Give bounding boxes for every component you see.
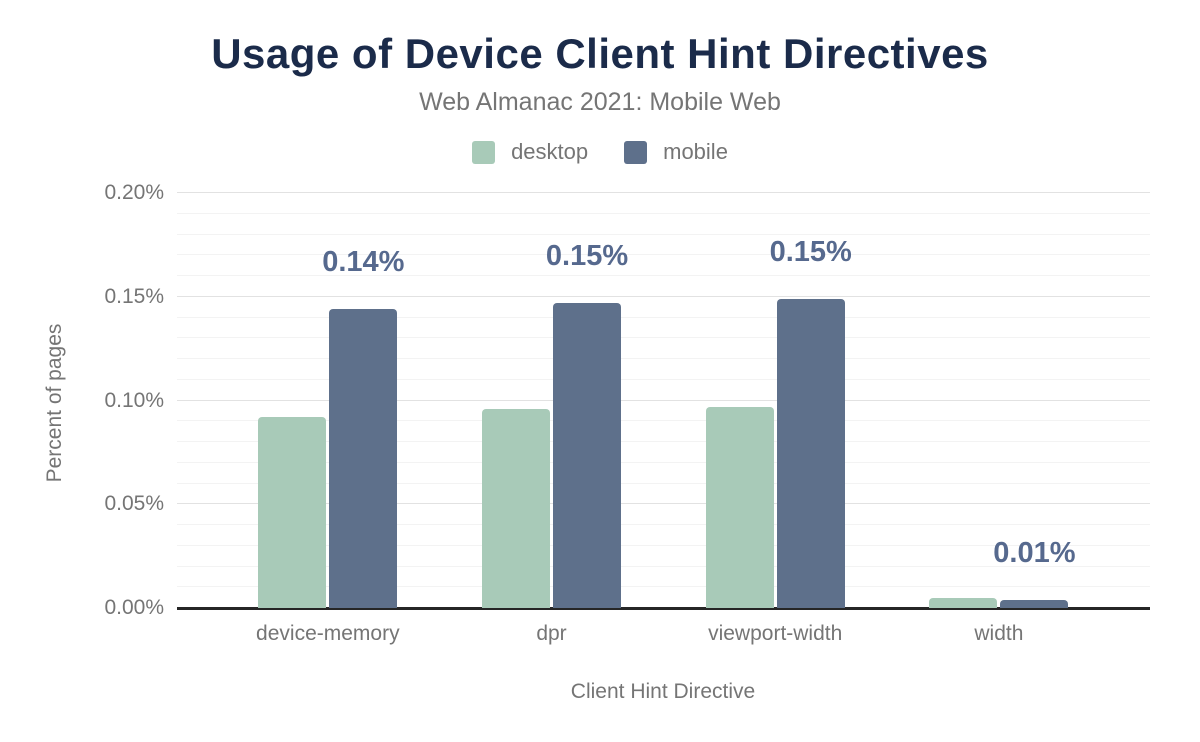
value-label-dpr: 0.15% [545,239,629,272]
legend-item-desktop[interactable]: desktop [472,139,588,165]
legend-label-mobile: mobile [663,139,728,164]
legend-item-mobile[interactable]: mobile [624,139,728,165]
plot-area: 0.00% 0.05% 0.10% 0.15% 0.20% 0.14% device-mem… [104,181,1150,645]
minor-gridline [177,441,1150,442]
bar-mobile-viewport-width [776,298,845,608]
x-tick-label-dpr: dpr [536,622,567,645]
minor-gridline [177,212,1150,214]
bar-desktop-width [929,597,998,608]
legend: desktop mobile [0,139,1200,165]
bar-mobile-device-memory [329,309,398,608]
y-axis-title: Percent of pages [43,323,66,483]
value-label-width: 0.01% [993,536,1076,569]
minor-gridline [177,254,1150,256]
minor-gridline [177,565,1150,567]
y-tick-label: 0.00% [104,596,164,619]
x-tick-label-width: width [974,622,1024,645]
minor-gridline [177,461,1150,463]
value-label-device-memory: 0.14% [322,246,405,279]
y-tick-label: 0.05% [104,492,164,516]
chart-subtitle: Web Almanac 2021: Mobile Web [419,88,781,116]
minor-gridline [177,544,1150,546]
minor-gridline [177,358,1150,359]
bar-mobile-width [1000,599,1069,608]
minor-gridline [177,337,1150,339]
mobile-swatch-icon [624,140,648,164]
desktop-swatch-icon [472,140,496,164]
bar-desktop-viewport-width [705,406,774,608]
chart-title: Usage of Device Client Hint Directives [211,30,989,77]
minor-gridline [177,316,1150,318]
major-gridline [177,399,1150,401]
y-tick-label: 0.20% [104,181,164,204]
x-tick-label-viewport-width: viewport-width [708,622,843,645]
x-axis-baseline [177,607,1150,610]
minor-gridline [177,420,1150,422]
legend-label-desktop: desktop [511,139,589,164]
bar-desktop-device-memory [258,417,327,608]
minor-gridline [177,586,1150,588]
major-gridline [177,503,1150,505]
minor-gridline [177,482,1150,484]
x-tick-label-device-memory: device-memory [256,622,400,645]
major-gridline [177,192,1150,193]
minor-gridline [177,378,1150,380]
major-gridline [177,295,1150,297]
minor-gridline [177,233,1150,235]
bar-mobile-dpr [553,302,621,608]
y-tick-label: 0.15% [104,284,164,308]
minor-gridline [177,275,1150,276]
value-label-viewport-width: 0.15% [769,235,852,268]
bar-desktop-dpr [482,408,550,608]
minor-gridline [177,524,1150,525]
y-tick-label: 0.10% [104,388,164,412]
x-axis-title: Client Hint Directive [570,680,756,703]
